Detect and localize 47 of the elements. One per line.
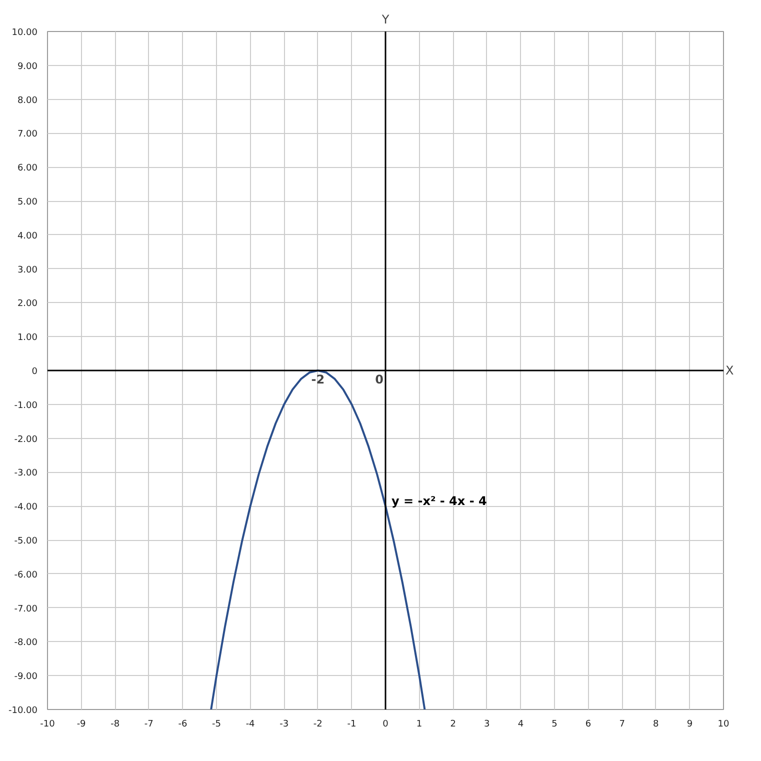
- y-tick-label: 2.00: [17, 299, 38, 310]
- y-tick-label: 6.00: [17, 164, 38, 174]
- x-tick-label: -9: [76, 720, 86, 730]
- x-tick-label: -8: [110, 720, 120, 730]
- x-tick-label: -3: [280, 720, 289, 730]
- y-tick-label: -6.00: [14, 570, 38, 580]
- y-tick-label: 3.00: [17, 265, 38, 276]
- x-tick-label: 4: [518, 720, 524, 730]
- x-tick-label: 6: [585, 720, 592, 730]
- y-tick-label: -1.00: [14, 400, 38, 411]
- y-tick-label: -7.00: [14, 604, 38, 614]
- x-tick-label: -2: [313, 720, 322, 730]
- y-tick-label: 5.00: [17, 198, 38, 208]
- x-tick-label: 1: [416, 720, 422, 730]
- x-tick-label: 0: [382, 720, 389, 730]
- y-tick-label: -3.00: [14, 468, 38, 479]
- y-tick-label: -9.00: [14, 672, 38, 682]
- x-tick-label: 3: [484, 720, 490, 730]
- y-tick-label: 7.00: [17, 130, 38, 140]
- y-tick-label: -5.00: [14, 536, 38, 546]
- x-tick-label: -5: [212, 720, 221, 730]
- y-tick-label: 0: [32, 367, 38, 377]
- x-tick-label: -6: [178, 720, 188, 730]
- y-tick-label: -4.00: [14, 502, 38, 513]
- x-tick-label: -1: [347, 720, 356, 730]
- y-tick-label: 10.00: [12, 28, 38, 38]
- y-tick-label: -10.00: [8, 706, 38, 716]
- x-tick-label: -7: [144, 720, 154, 730]
- y-tick-label: -2.00: [14, 434, 38, 445]
- y-tick-label: 8.00: [17, 96, 38, 106]
- annotation: -2: [311, 372, 325, 386]
- y-tick-label: -8.00: [14, 638, 38, 648]
- x-tick-label: 7: [619, 720, 625, 730]
- x-tick-label: 10: [718, 720, 730, 730]
- x-tick-label: -10: [40, 720, 56, 730]
- y-tick-label: 4.00: [17, 231, 38, 242]
- y-axis-title: Y: [380, 12, 390, 26]
- x-tick-label: -4: [246, 720, 256, 730]
- annotation: 0: [375, 372, 384, 386]
- series-label: y = -x² - 4x - 4: [392, 494, 487, 508]
- x-tick-label: 5: [552, 720, 558, 730]
- x-tick-label: 8: [653, 720, 660, 730]
- y-tick-label: 1.00: [17, 333, 38, 344]
- x-axis-title: X: [726, 364, 734, 378]
- x-tick-label: 2: [450, 720, 456, 730]
- y-tick-label: 9.00: [17, 62, 38, 72]
- x-tick-label: 9: [686, 720, 693, 730]
